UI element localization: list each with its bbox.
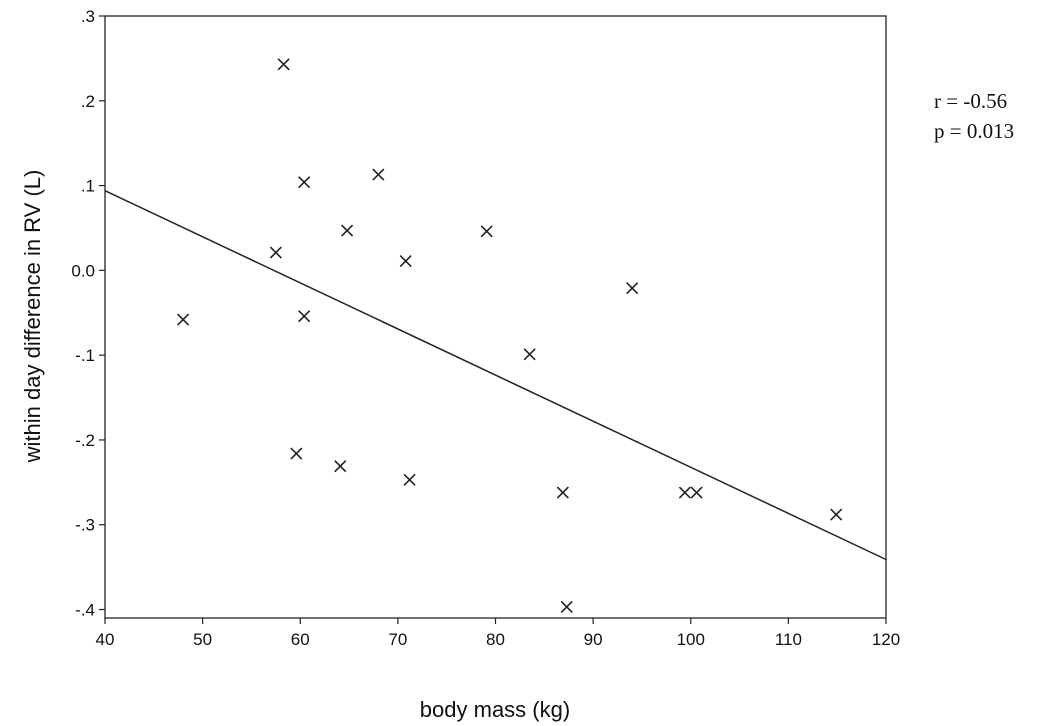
x-tick-label: 80 xyxy=(486,630,505,649)
data-point xyxy=(277,58,290,71)
data-point xyxy=(399,254,412,268)
data-point xyxy=(298,176,311,189)
x-tick-label: 40 xyxy=(96,630,115,649)
x-tick-label: 90 xyxy=(584,630,603,649)
y-tick-label: -.1 xyxy=(75,346,95,365)
data-point xyxy=(269,246,282,259)
data-point xyxy=(560,600,573,614)
y-tick-label: 0.0 xyxy=(71,261,95,280)
data-point xyxy=(341,224,354,237)
y-tick-label: -.3 xyxy=(75,516,95,535)
x-tick-label: 100 xyxy=(677,630,705,649)
x-tick-label: 120 xyxy=(872,630,900,649)
data-point xyxy=(177,313,190,326)
y-tick-label: .2 xyxy=(81,92,95,111)
y-tick-label: -.4 xyxy=(75,601,95,620)
y-tick-label: .1 xyxy=(81,177,95,196)
p-value: p = 0.013 xyxy=(934,119,1014,143)
plot-frame xyxy=(104,15,887,619)
y-axis-title: within day difference in RV (L) xyxy=(20,170,45,464)
y-tick-label: .3 xyxy=(81,7,95,26)
data-point xyxy=(334,460,347,473)
x-axis-title: body mass (kg) xyxy=(420,697,570,722)
x-tick-label: 50 xyxy=(193,630,212,649)
data-point xyxy=(290,447,303,460)
x-tick-label: 70 xyxy=(388,630,407,649)
data-point xyxy=(626,282,639,295)
correlation-coefficient: r = -0.56 xyxy=(934,89,1007,113)
data-point xyxy=(690,486,703,499)
data-point xyxy=(523,348,536,361)
regression-line xyxy=(104,189,887,561)
y-axis: .3 .2 .1 0.0 -.1 -.2 -.3 -.4 xyxy=(71,7,105,620)
y-tick-label: -.2 xyxy=(75,431,95,450)
data-point xyxy=(298,310,311,323)
x-tick-label: 60 xyxy=(291,630,310,649)
data-point xyxy=(556,486,569,499)
x-tick-label: 110 xyxy=(775,630,802,649)
data-points xyxy=(177,58,843,614)
data-point xyxy=(372,168,385,181)
data-point xyxy=(678,486,691,499)
data-point xyxy=(830,508,843,521)
data-point xyxy=(480,225,493,238)
data-point xyxy=(403,473,416,486)
x-axis: 40 50 60 70 80 90 100 110 120 xyxy=(96,618,900,649)
